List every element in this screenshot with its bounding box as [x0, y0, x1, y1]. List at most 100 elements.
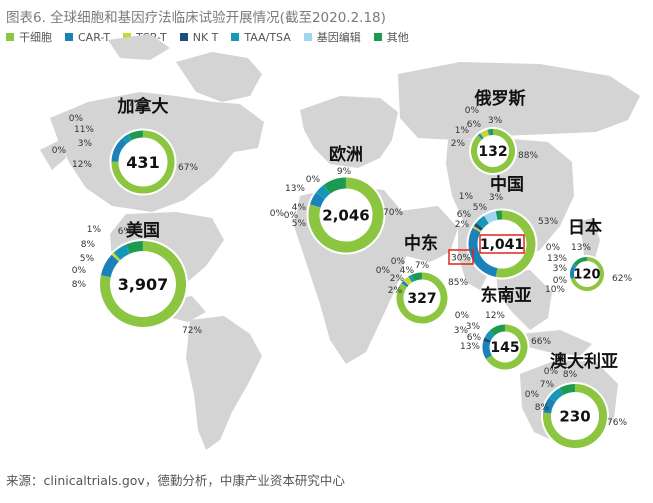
donut-slice: [468, 227, 498, 277]
donut-slice: [100, 241, 186, 327]
region-name: 美国: [126, 220, 160, 241]
donut-slice: [489, 324, 506, 336]
percent-label: 85%: [448, 278, 468, 288]
percent-label: 13%: [571, 243, 591, 253]
percent-label: 0%: [455, 311, 470, 321]
legend-item: NK T: [179, 31, 218, 44]
land-mass: [392, 206, 458, 262]
legend-swatch: [65, 33, 73, 41]
donut-slice: [483, 337, 491, 344]
percent-label: 3%: [454, 326, 469, 336]
donut-slice: [484, 211, 498, 224]
legend-swatch: [179, 33, 188, 41]
donut-slice: [128, 130, 144, 141]
percent-label: 76%: [607, 418, 627, 428]
legend-label: TAA/TSA: [244, 30, 291, 44]
donut-total: 145: [490, 340, 519, 356]
source-note: 来源：clinicaltrials.gov，德勤分析，中康产业资本研究中心: [6, 473, 345, 488]
legend-item: 干细胞: [6, 29, 52, 45]
percent-label: 0%: [553, 276, 568, 286]
donut-slice: [403, 276, 413, 286]
percent-label: 7%: [415, 261, 430, 271]
region-name: 中东: [404, 233, 438, 254]
donut-slice: [308, 177, 384, 253]
donut-slice: [486, 324, 528, 370]
donut-slice: [480, 129, 490, 139]
percent-label: 2%: [390, 274, 405, 284]
donut-total: 120: [573, 268, 600, 283]
region-donut: 1,041 中国3% 1%5%6%2% 53% 30%: [448, 174, 558, 280]
percent-label: 6%: [118, 227, 133, 237]
percent-label: 8%: [72, 280, 87, 290]
legend-item: 基因编辑: [303, 29, 361, 45]
donut-total: 2,046: [322, 206, 369, 224]
donut-slice: [111, 252, 121, 262]
percent-label: 6%: [467, 120, 482, 130]
donut-slice: [100, 254, 120, 278]
percent-label: 9%: [337, 167, 352, 177]
donut-slice: [570, 257, 604, 291]
region-donut: 3,907 美国6% 1% 8% 5% 0% 8% 72%: [72, 220, 203, 336]
percent-label: 72%: [182, 326, 202, 336]
region-name: 东南亚: [481, 285, 532, 306]
percent-label: 0%: [376, 266, 391, 276]
percent-label: 4%: [292, 203, 307, 213]
percent-label: 3%: [489, 193, 504, 203]
donut-slice: [482, 341, 493, 360]
percent-label: 6%: [457, 210, 472, 220]
percent-label: 66%: [531, 337, 551, 347]
land-mass: [40, 140, 66, 170]
donut-slice: [125, 241, 144, 254]
percent-label: 0%: [306, 175, 321, 185]
percent-label: 2%: [455, 220, 470, 230]
percent-label: 13%: [547, 254, 567, 264]
donut-slice: [111, 130, 175, 194]
donut-slice: [323, 177, 347, 194]
legend-swatch: [6, 33, 14, 41]
donut-slice: [408, 274, 415, 283]
percent-label: 3%: [553, 264, 568, 274]
donut-slice: [113, 244, 130, 261]
legend-label: 基因编辑: [316, 31, 361, 44]
land-mass: [520, 330, 592, 356]
donut-slice: [559, 384, 576, 396]
legend-item: 其他: [373, 29, 409, 45]
legend-item: TAA/TSA: [231, 30, 291, 44]
legend-label: CAR-T: [78, 30, 111, 44]
donut-slice: [571, 263, 577, 269]
percent-label: 0%: [391, 257, 406, 267]
percent-label: 6%: [467, 333, 482, 343]
percent-label: 0%: [72, 266, 87, 276]
percent-label: 0%: [544, 367, 559, 377]
percent-label: 13%: [460, 342, 480, 352]
percent-label: 1%: [87, 225, 102, 235]
legend-label: 其他: [386, 31, 409, 44]
region-name: 澳大利亚: [550, 351, 618, 372]
region-name: 加拿大: [117, 96, 169, 117]
donut-slice: [315, 185, 331, 200]
percent-label: 7%: [128, 99, 143, 109]
percent-label: 53%: [538, 217, 558, 227]
donut-slice: [495, 210, 536, 278]
percent-label: 7%: [540, 380, 555, 390]
percent-label: 12%: [72, 160, 92, 170]
donut-slice: [471, 129, 515, 173]
percent-label: 1%: [455, 126, 470, 136]
donut-slice: [473, 222, 484, 231]
donut-slice: [122, 134, 132, 144]
percent-label: 11%: [74, 125, 94, 135]
percent-label: 0%: [465, 106, 480, 116]
percent-label: 13%: [285, 184, 305, 194]
region-name: 欧洲: [329, 144, 363, 165]
highlight-box-total: [479, 234, 525, 254]
land-mass: [578, 218, 600, 262]
land-mass: [176, 52, 262, 102]
region-name: 俄罗斯: [474, 88, 526, 109]
donut-halo: [109, 128, 177, 196]
